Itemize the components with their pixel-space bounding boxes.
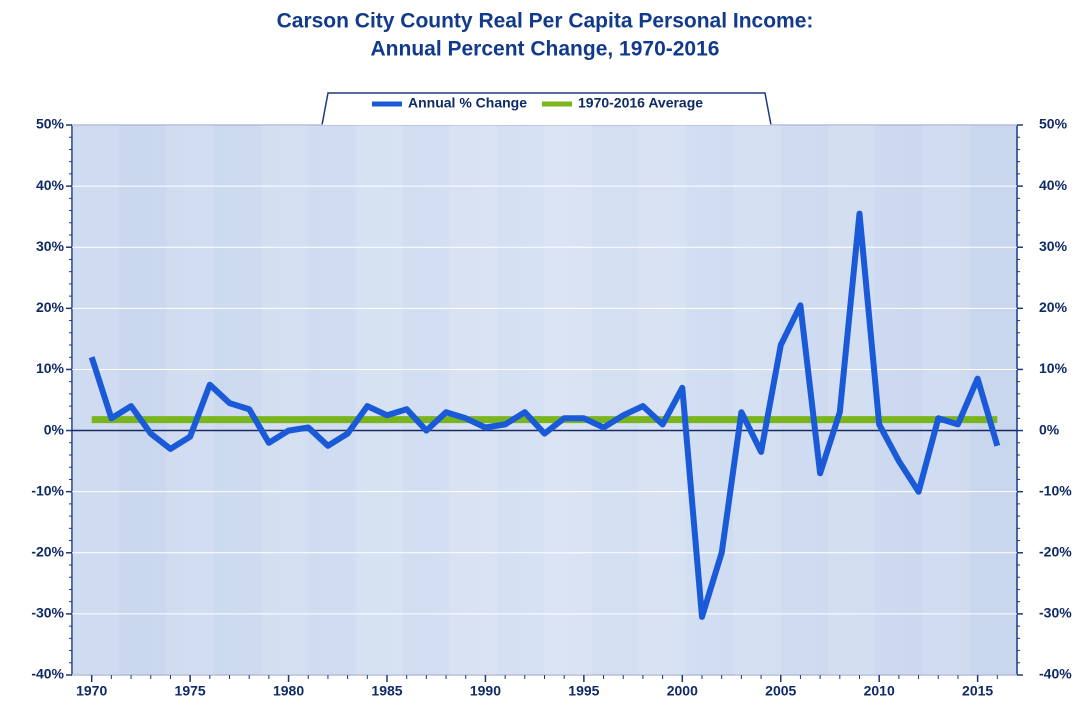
y-tick-label: -20% xyxy=(31,543,64,559)
bg-band xyxy=(72,125,120,675)
bg-band xyxy=(450,125,498,675)
legend-box xyxy=(321,92,772,126)
y-tick-label: 30% xyxy=(36,238,65,254)
y-tick-label: 50% xyxy=(36,116,65,132)
y-tick-label: -10% xyxy=(31,482,64,498)
y2-tick-label: 40% xyxy=(1039,177,1068,193)
legend-label: 1970-2016 Average xyxy=(578,95,703,111)
x-tick-label: 2005 xyxy=(765,683,796,699)
y2-tick-label: 20% xyxy=(1039,299,1068,315)
y2-tick-label: 50% xyxy=(1039,116,1068,132)
x-tick-label: 2015 xyxy=(962,683,993,699)
chart-subtitle: Annual Percent Change, 1970-2016 xyxy=(371,38,720,61)
y2-tick-label: 0% xyxy=(1039,421,1060,437)
x-tick-label: 1990 xyxy=(470,683,501,699)
x-tick-label: 1985 xyxy=(371,683,402,699)
y-tick-label: 10% xyxy=(36,360,65,376)
bg-band xyxy=(639,125,687,675)
y-tick-label: -40% xyxy=(31,666,64,682)
x-tick-label: 1975 xyxy=(175,683,206,699)
bg-band xyxy=(355,125,403,675)
y2-tick-label: -40% xyxy=(1039,666,1072,682)
y2-tick-label: -10% xyxy=(1039,482,1072,498)
y2-tick-label: -30% xyxy=(1039,605,1072,621)
x-tick-label: 1995 xyxy=(568,683,599,699)
bg-band xyxy=(261,125,309,675)
x-tick-label: 1980 xyxy=(273,683,304,699)
bg-band xyxy=(828,125,876,675)
bg-band xyxy=(544,125,592,675)
chart-title: Carson City County Real Per Capita Perso… xyxy=(277,10,814,33)
y2-tick-label: 10% xyxy=(1039,360,1068,376)
x-tick-label: 2010 xyxy=(864,683,895,699)
y-tick-label: -30% xyxy=(31,605,64,621)
y-tick-label: 20% xyxy=(36,299,65,315)
y2-tick-label: -20% xyxy=(1039,543,1072,559)
legend-label: Annual % Change xyxy=(408,95,527,111)
x-tick-label: 2000 xyxy=(667,683,698,699)
series-line xyxy=(88,210,1001,620)
bg-band xyxy=(922,125,970,675)
y-tick-label: 40% xyxy=(36,177,65,193)
y2-tick-label: 30% xyxy=(1039,238,1068,254)
y-tick-label: 0% xyxy=(44,421,65,437)
x-tick-label: 1970 xyxy=(76,683,107,699)
